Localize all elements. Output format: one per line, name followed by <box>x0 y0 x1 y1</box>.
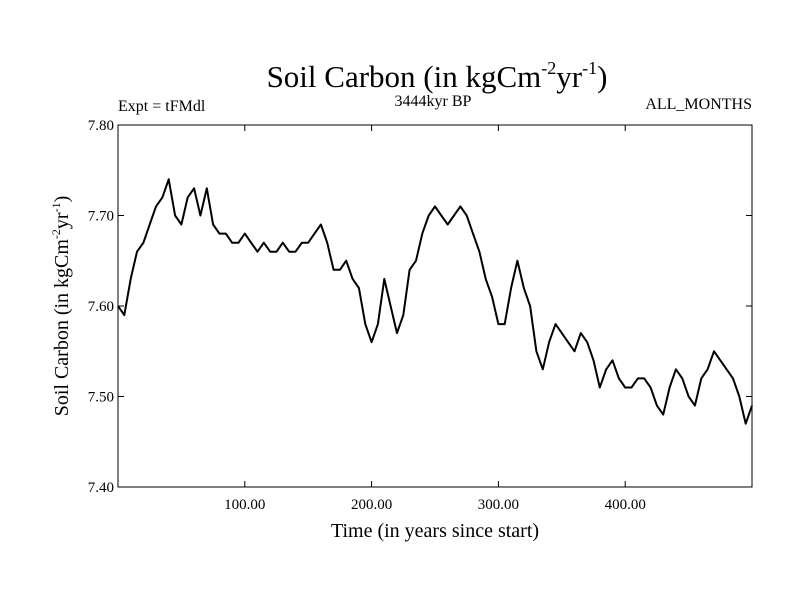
x-tick-label: 400.00 <box>605 497 646 513</box>
plot-frame <box>117 124 753 488</box>
y-axis-label: Soil Carbon (in kgCm-2yr-1) <box>49 196 73 417</box>
period-label: 3444kyr BP <box>395 93 472 110</box>
y-axis-label-sup2: -1 <box>49 202 63 212</box>
y-axis-label-sup1: -2 <box>49 229 63 239</box>
x-tick-label: 100.00 <box>224 497 265 513</box>
x-axis-label: Time (in years since start) <box>331 520 539 542</box>
months-label: ALL_MONTHS <box>645 96 752 113</box>
chart-title-end: ) <box>597 59 607 94</box>
x-tick-label: 200.00 <box>351 497 392 513</box>
chart-title-sup1: -2 <box>541 58 556 78</box>
series-line-0 <box>117 178 753 425</box>
y-tick-label: 7.70 <box>88 209 114 225</box>
y-axis: 7.40 7.50 7.60 7.70 7.80 <box>88 118 752 496</box>
chart-title-mid: yr <box>556 59 583 94</box>
y-axis-label-end: ) <box>51 196 73 203</box>
series-layer <box>117 178 753 425</box>
y-tick-label: 7.80 <box>88 118 114 134</box>
x-tick-label: 300.00 <box>478 497 519 513</box>
experiment-label: Expt = tFMdl <box>118 98 206 115</box>
chart-title: Soil Carbon (in kgCm-2yr-1) <box>267 58 608 94</box>
y-tick-label: 7.50 <box>88 390 114 406</box>
y-tick-label: 7.40 <box>88 480 114 496</box>
y-axis-label-mid: yr <box>51 212 73 229</box>
chart-title-sup2: -1 <box>582 58 597 78</box>
x-axis: 100.00 200.00 300.00 400.00 <box>224 125 646 513</box>
y-axis-label-base: Soil Carbon (in kgCm <box>51 239 73 417</box>
y-tick-label: 7.60 <box>88 299 114 315</box>
chart-title-base: Soil Carbon (in kgCm <box>267 59 542 94</box>
